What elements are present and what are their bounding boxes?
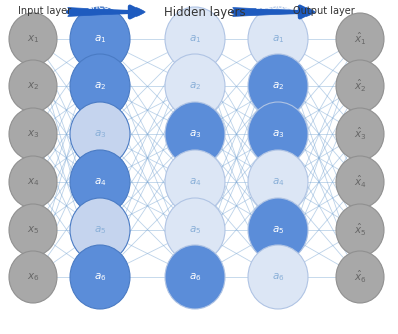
Ellipse shape	[9, 13, 57, 65]
Text: $a_{2}$: $a_{2}$	[94, 80, 106, 92]
Ellipse shape	[248, 7, 308, 71]
Ellipse shape	[165, 150, 225, 214]
Ellipse shape	[336, 156, 384, 208]
Text: $x_{5}$: $x_{5}$	[27, 224, 39, 236]
Text: $x_{2}$: $x_{2}$	[27, 80, 39, 92]
Text: $x_{1}$: $x_{1}$	[27, 33, 39, 45]
Ellipse shape	[70, 198, 130, 262]
Ellipse shape	[9, 156, 57, 208]
Text: Input layer: Input layer	[18, 6, 71, 16]
Text: Hidden layers: Hidden layers	[164, 6, 246, 19]
Ellipse shape	[248, 150, 308, 214]
Text: $a_{3}$: $a_{3}$	[189, 128, 201, 140]
Ellipse shape	[165, 7, 225, 71]
Ellipse shape	[9, 251, 57, 303]
Ellipse shape	[9, 204, 57, 256]
Ellipse shape	[336, 204, 384, 256]
Ellipse shape	[248, 102, 308, 166]
Ellipse shape	[248, 54, 308, 118]
Ellipse shape	[248, 198, 308, 262]
Text: $a_{5}$: $a_{5}$	[94, 224, 106, 236]
Text: $x_{6}$: $x_{6}$	[27, 271, 39, 283]
Ellipse shape	[70, 7, 130, 71]
Text: encoder: encoder	[87, 1, 126, 11]
Text: decoder: decoder	[254, 1, 294, 11]
Text: $a_{2}$: $a_{2}$	[189, 80, 201, 92]
Text: $a_{3}$: $a_{3}$	[272, 128, 284, 140]
Text: $\hat{x}_{5}$: $\hat{x}_{5}$	[354, 222, 366, 238]
Text: $a_{1}$: $a_{1}$	[189, 33, 201, 45]
Ellipse shape	[70, 245, 130, 309]
Text: $a_{6}$: $a_{6}$	[272, 271, 284, 283]
Ellipse shape	[336, 251, 384, 303]
Text: $x_{3}$: $x_{3}$	[27, 128, 39, 140]
Ellipse shape	[165, 198, 225, 262]
Ellipse shape	[336, 13, 384, 65]
Ellipse shape	[248, 245, 308, 309]
Ellipse shape	[70, 150, 130, 214]
Text: $a_{3}$: $a_{3}$	[94, 128, 106, 140]
Text: $a_{6}$: $a_{6}$	[189, 271, 201, 283]
Text: $\hat{x}_{6}$: $\hat{x}_{6}$	[354, 269, 366, 285]
Ellipse shape	[336, 108, 384, 160]
Text: $a_{4}$: $a_{4}$	[272, 176, 284, 188]
Text: $\hat{x}_{2}$: $\hat{x}_{2}$	[354, 78, 366, 94]
Ellipse shape	[70, 54, 130, 118]
Ellipse shape	[9, 60, 57, 112]
Text: $\hat{x}_{4}$: $\hat{x}_{4}$	[354, 174, 366, 190]
Text: $a_{1}$: $a_{1}$	[272, 33, 284, 45]
Ellipse shape	[165, 102, 225, 166]
Text: Output layer: Output layer	[293, 6, 355, 16]
Ellipse shape	[165, 245, 225, 309]
Text: $a_{4}$: $a_{4}$	[189, 176, 201, 188]
Text: $x_{4}$: $x_{4}$	[27, 176, 39, 188]
Text: $a_{1}$: $a_{1}$	[94, 33, 106, 45]
Ellipse shape	[165, 54, 225, 118]
Text: $a_{6}$: $a_{6}$	[94, 271, 106, 283]
Text: $\hat{x}_{3}$: $\hat{x}_{3}$	[354, 126, 366, 142]
Text: $a_{4}$: $a_{4}$	[94, 176, 106, 188]
Ellipse shape	[70, 102, 130, 166]
Text: $a_{5}$: $a_{5}$	[189, 224, 201, 236]
Text: $a_{2}$: $a_{2}$	[272, 80, 284, 92]
Text: $\hat{x}_{1}$: $\hat{x}_{1}$	[354, 31, 366, 47]
Text: $a_{5}$: $a_{5}$	[272, 224, 284, 236]
Ellipse shape	[9, 108, 57, 160]
Ellipse shape	[336, 60, 384, 112]
